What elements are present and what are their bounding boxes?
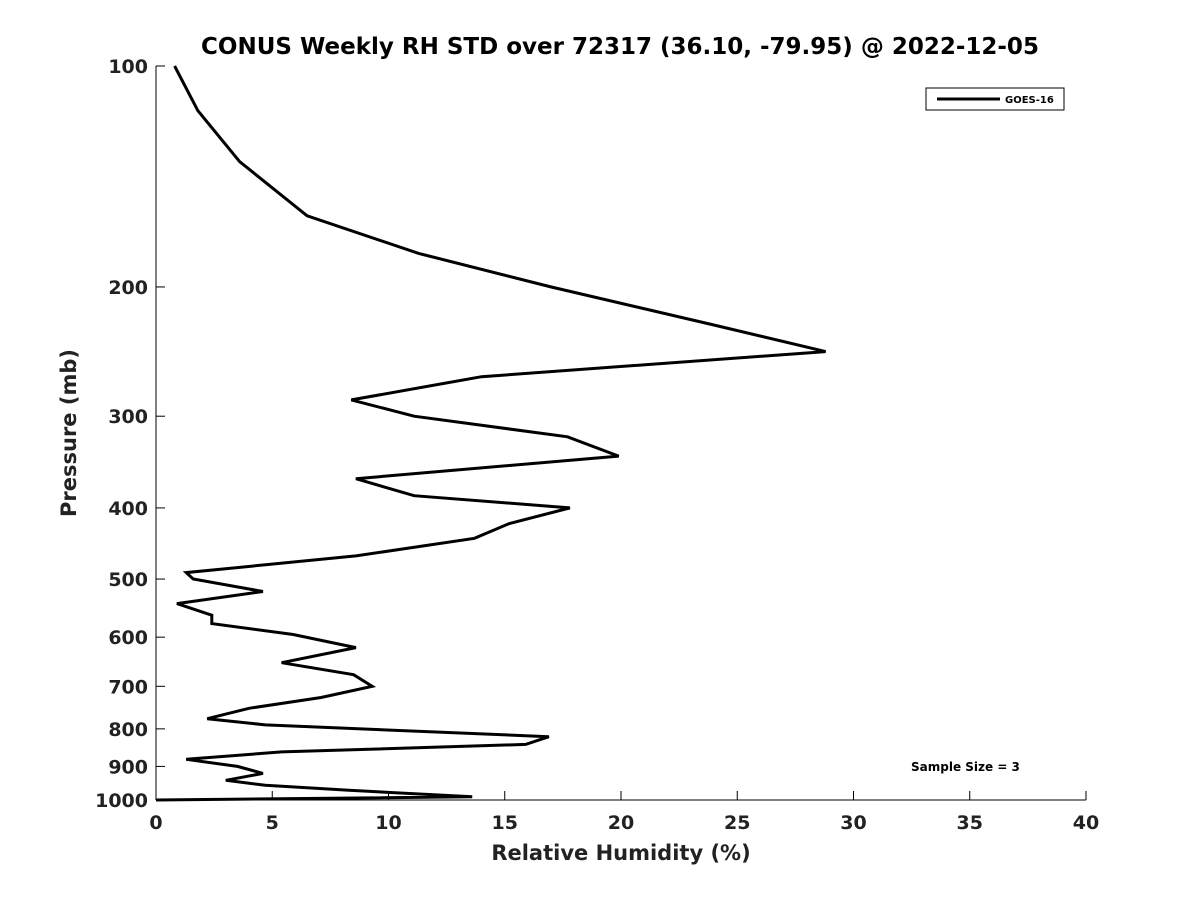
x-tick-label: 5 xyxy=(266,812,279,834)
series-line-goes-16 xyxy=(155,65,826,802)
x-axis-label: Relative Humidity (%) xyxy=(491,841,750,865)
y-ticks: 100 200 300 400 500 600 700 800 900 1000 xyxy=(95,56,165,812)
y-tick-label: 500 xyxy=(108,569,148,591)
x-tick-label: 30 xyxy=(840,812,866,834)
x-tick-label: 25 xyxy=(724,812,750,834)
legend: GOES-16 xyxy=(925,87,1065,111)
legend-entry: GOES-16 xyxy=(1005,95,1054,106)
y-tick-label: 600 xyxy=(108,627,148,649)
plot-area xyxy=(155,66,1086,801)
y-tick-label: 800 xyxy=(108,719,148,741)
x-tick-label: 10 xyxy=(375,812,401,834)
chart-title: CONUS Weekly RH STD over 72317 (36.10, -… xyxy=(201,34,1039,60)
x-tick-label: 15 xyxy=(492,812,518,834)
y-axis-label: Pressure (mb) xyxy=(57,349,81,517)
x-tick-label: 40 xyxy=(1073,812,1099,834)
y-tick-label: 300 xyxy=(108,406,148,428)
y-tick-label: 400 xyxy=(108,498,148,520)
y-tick-label: 900 xyxy=(108,756,148,778)
x-tick-label: 0 xyxy=(149,812,162,834)
y-tick-label: 1000 xyxy=(95,790,148,812)
x-tick-label: 20 xyxy=(608,812,634,834)
x-ticks: 0 5 10 15 20 25 30 35 40 xyxy=(149,791,1099,834)
series-layer xyxy=(155,65,826,802)
y-tick-label: 700 xyxy=(108,676,148,698)
sample-size-annotation: Sample Size = 3 xyxy=(911,760,1020,774)
y-tick-label: 200 xyxy=(108,277,148,299)
x-tick-label: 35 xyxy=(957,812,983,834)
y-tick-label: 100 xyxy=(108,56,148,78)
